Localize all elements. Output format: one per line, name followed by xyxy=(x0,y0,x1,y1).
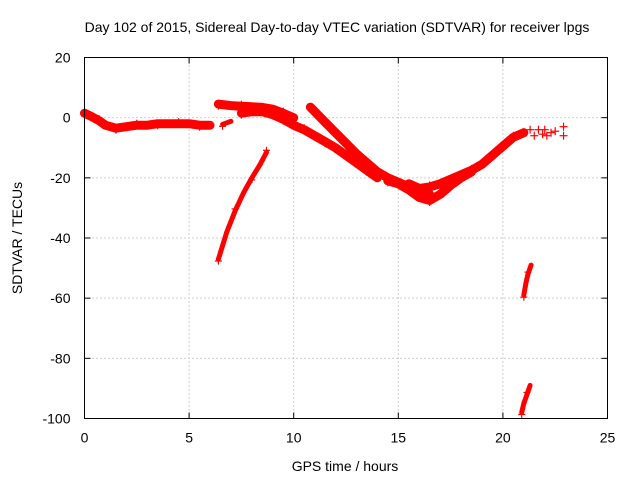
x-tick-label: 0 xyxy=(81,430,89,446)
series-track-early-gap xyxy=(220,118,234,127)
chart-title: Day 102 of 2015, Sidereal Day-to-day VTE… xyxy=(85,19,590,35)
y-tick-label: -80 xyxy=(50,350,70,366)
series-track-main-mid xyxy=(236,107,382,183)
x-tick-label: 10 xyxy=(286,430,302,446)
y-tick-label: 0 xyxy=(63,110,71,126)
series-track-main-early xyxy=(80,108,215,133)
plot-frame xyxy=(84,57,608,419)
series-track-steep-arc xyxy=(215,149,269,262)
series-track-recovery xyxy=(404,128,529,193)
x-tick-label: 25 xyxy=(600,430,616,446)
x-tick-label: 20 xyxy=(495,430,511,446)
y-axis-label: SDTVAR / TECUs xyxy=(9,182,25,294)
y-tick-label: 20 xyxy=(55,50,71,66)
tick-label-layer: 0 5 10 15 20 25 20 0 -20 -40 -60 -80 -100 xyxy=(42,50,615,446)
x-tick-label: 5 xyxy=(185,430,193,446)
series-layer xyxy=(80,99,568,418)
y-tick-label: -60 xyxy=(50,290,70,306)
series-track-upper-arc xyxy=(213,99,299,123)
series-track-late-upper xyxy=(521,262,534,298)
series-track-late-lower xyxy=(519,382,533,415)
grid-layer xyxy=(84,57,608,419)
x-tick-label: 15 xyxy=(391,430,407,446)
y-tick-label: -40 xyxy=(50,230,70,246)
x-axis-label: GPS time / hours xyxy=(292,458,399,474)
y-tick-label: -20 xyxy=(50,170,70,186)
y-tick-label: -100 xyxy=(42,411,70,427)
